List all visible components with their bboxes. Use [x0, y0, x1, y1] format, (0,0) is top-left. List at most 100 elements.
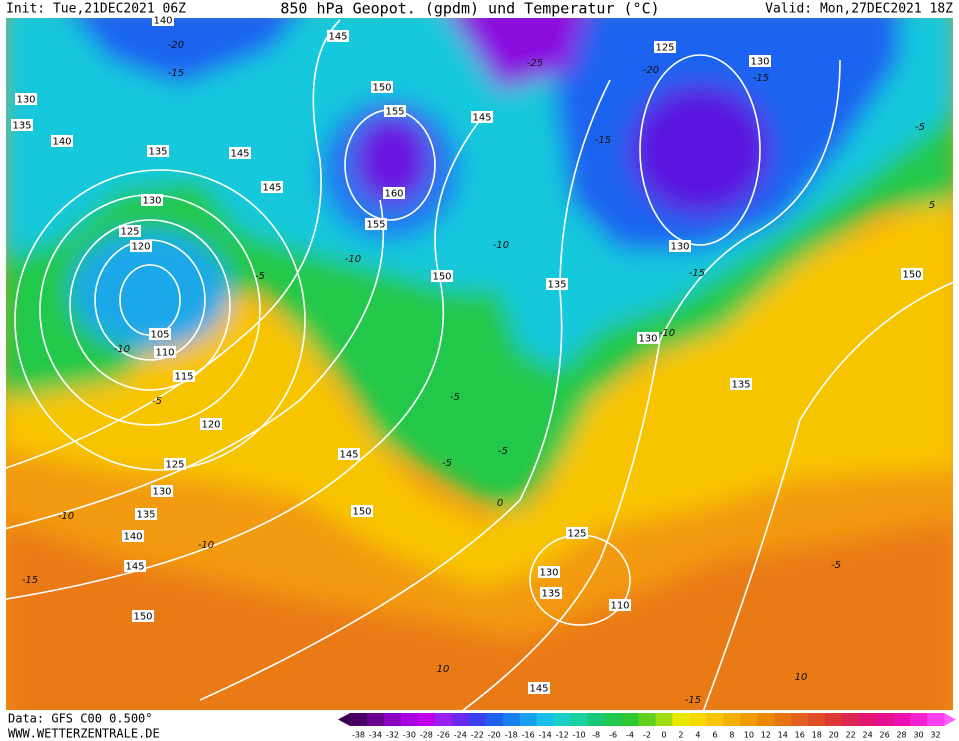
geopotential-label: 125	[655, 43, 674, 54]
geopotential-label: 120	[201, 420, 220, 431]
colorbar-swatch	[706, 713, 724, 726]
colorbar-tick-label: -6	[609, 731, 617, 740]
geopotential-label: 130	[152, 487, 171, 498]
colorbar-tick-label: 30	[913, 731, 923, 740]
colorbar-swatch	[434, 713, 453, 726]
geopotential-label: 150	[902, 270, 921, 281]
temperature-label: -10	[198, 540, 214, 551]
colorbar-swatch	[366, 713, 385, 726]
geopotential-label: 135	[148, 147, 167, 158]
label-box	[327, 30, 349, 42]
label-box	[51, 135, 73, 147]
temperature-label: -15	[168, 68, 184, 79]
field-purple-n	[452, 18, 585, 90]
label-box	[730, 378, 752, 390]
temperature-label: -15	[685, 695, 701, 706]
label-box	[637, 332, 659, 344]
colorbar-swatch	[587, 713, 606, 726]
label-box	[654, 41, 676, 53]
temperature-label: -20	[168, 40, 184, 51]
temperature-label: -15	[595, 135, 611, 146]
colorbar-tick-label: 28	[896, 731, 906, 740]
geopotential-label: 145	[262, 183, 281, 194]
colorbar-swatch	[468, 713, 487, 726]
label-box	[365, 218, 387, 230]
colorbar-tick-label: -30	[403, 731, 416, 740]
colorbar-swatch	[723, 713, 741, 726]
colorbar-swatch	[417, 713, 436, 726]
colorbar-tick-label: -28	[420, 731, 433, 740]
label-box	[528, 682, 550, 694]
temperature-label: -25	[527, 58, 543, 69]
colorbar-swatch	[655, 713, 673, 726]
data-source: Data: GFS C00 0.500°	[8, 712, 153, 726]
label-box	[261, 181, 283, 193]
temperature-label: -5	[255, 271, 265, 282]
label-box	[164, 458, 186, 470]
label-box	[151, 485, 173, 497]
colorbar-tick-label: 14	[778, 731, 788, 740]
colorbar-swatch	[893, 713, 911, 726]
temperature-label: -5	[498, 446, 508, 457]
field-purple-ne	[630, 85, 770, 215]
colorbar-swatch	[842, 713, 860, 726]
field-blue-nw	[75, 18, 296, 85]
website: WWW.WETTERZENTRALE.DE	[8, 727, 160, 741]
temperature-label: -10	[659, 328, 675, 339]
colorbar-swatch	[400, 713, 419, 726]
colorbar-swatch	[740, 713, 758, 726]
label-box	[566, 527, 588, 539]
label-box	[431, 270, 453, 282]
geopotential-label: 135	[731, 380, 750, 391]
colorbar-swatch	[774, 713, 792, 726]
colorbar-tick-label: -8	[592, 731, 600, 740]
field-dark-orange	[6, 521, 953, 710]
label-box	[901, 268, 923, 280]
geopotential-label: 140	[123, 532, 142, 543]
label-box	[540, 587, 562, 599]
colorbar-tick-label: 2	[678, 731, 683, 740]
colorbar-tick-label: 0	[661, 731, 666, 740]
colorbar-swatch	[451, 713, 470, 726]
geopotential-label: 140	[52, 137, 71, 148]
colorbar-swatch	[621, 713, 640, 726]
colorbar-tick-label: -38	[352, 731, 365, 740]
geopotential-label: 140	[153, 16, 172, 27]
geopotential-label: 110	[610, 601, 629, 612]
colorbar-swatch	[485, 713, 504, 726]
colorbar-tick-label: 6	[712, 731, 717, 740]
label-box	[383, 187, 405, 199]
geopotential-label: 115	[174, 372, 193, 383]
label-box	[229, 147, 251, 159]
geopotential-label: 120	[131, 242, 150, 253]
temperature-label: 0	[497, 498, 503, 509]
geopotential-label: 130	[750, 57, 769, 68]
map-title: 850 hPa Geopot. (gpdm) und Temperatur (°…	[280, 0, 659, 18]
geopotential-label: 150	[372, 83, 391, 94]
temperature-label: -10	[493, 240, 509, 251]
colorbar-tick-label: 32	[930, 731, 940, 740]
temperature-label: -5	[450, 392, 460, 403]
colorbar-tick-label: -32	[386, 731, 399, 740]
geopotential-label: 105	[150, 330, 169, 341]
label-box	[149, 328, 171, 340]
geopotential-label: 145	[339, 450, 358, 461]
colorbar-tick-label: 8	[729, 731, 734, 740]
label-box	[669, 240, 691, 252]
temperature-label: -5	[831, 560, 841, 571]
colorbar-tick-label: 16	[795, 731, 805, 740]
colorbar-tick-label: -16	[522, 731, 535, 740]
colorbar-tick-label: -20	[488, 731, 501, 740]
label-box	[122, 530, 144, 542]
field-purple-greenland	[354, 115, 430, 205]
geopotential-label: 130	[670, 242, 689, 253]
temperature-label: 10	[795, 672, 808, 683]
colorbar-tick-label: -24	[454, 731, 467, 740]
geopotential-label: 150	[133, 612, 152, 623]
colorbar: -38 -34 -32 -30 -28 -26 -24 -22 -20 -18 -16 -14 -12-…	[338, 713, 956, 740]
label-box	[200, 418, 222, 430]
temperature-label: -5	[152, 396, 162, 407]
label-box	[15, 93, 37, 105]
label-box	[546, 278, 568, 290]
